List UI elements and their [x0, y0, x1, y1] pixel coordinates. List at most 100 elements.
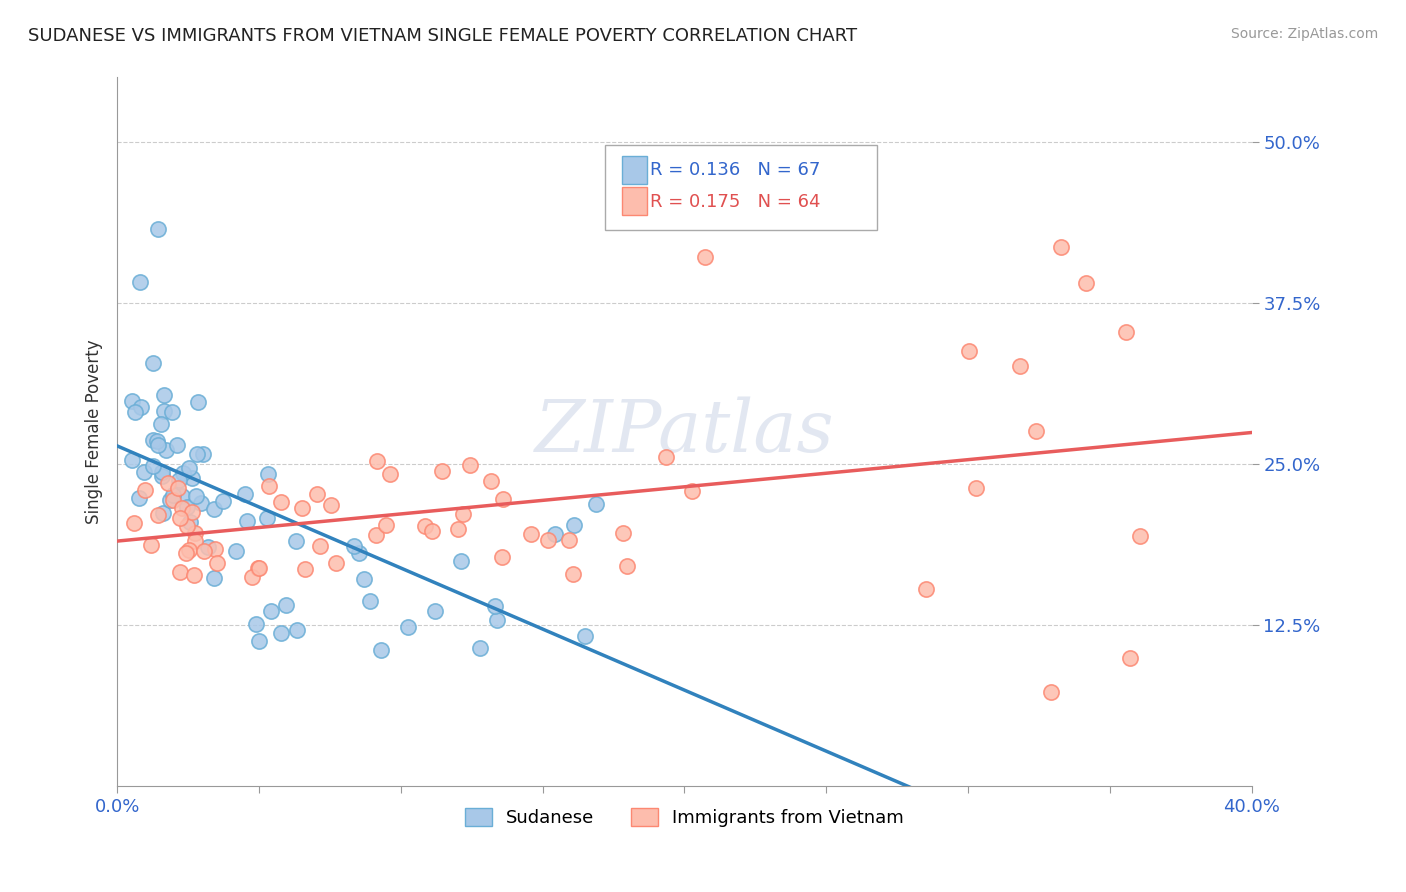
Point — [149, 417, 172, 432]
Point — [305, 486, 328, 500]
Point — [914, 582, 936, 596]
Point — [519, 527, 541, 541]
Point — [202, 502, 225, 516]
Point — [176, 518, 198, 533]
Point — [247, 560, 270, 574]
Point — [162, 488, 184, 502]
Point — [564, 517, 586, 532]
Point — [458, 458, 481, 473]
Point — [558, 533, 581, 548]
Point — [245, 616, 267, 631]
Point — [225, 543, 247, 558]
Point — [153, 403, 176, 417]
Point — [150, 465, 173, 479]
Point — [180, 505, 202, 519]
Point — [612, 525, 634, 540]
Point — [616, 559, 638, 574]
Point — [240, 569, 263, 583]
Y-axis label: Single Female Poverty: Single Female Poverty — [86, 340, 103, 524]
Point — [122, 516, 145, 530]
Point — [343, 539, 366, 553]
Point — [157, 475, 180, 490]
Point — [285, 534, 308, 549]
Point — [375, 518, 398, 533]
Point — [274, 599, 297, 613]
Point — [235, 514, 257, 528]
Point — [396, 620, 419, 634]
Point — [179, 460, 201, 475]
Point — [681, 483, 703, 498]
Point — [491, 550, 513, 565]
Point — [132, 465, 155, 479]
Text: R = 0.175   N = 64: R = 0.175 N = 64 — [651, 193, 821, 211]
Point — [172, 489, 194, 503]
Point — [142, 355, 165, 369]
Point — [167, 481, 190, 495]
Point — [207, 556, 229, 570]
Point — [183, 534, 205, 549]
Point — [270, 495, 292, 509]
Point — [1119, 651, 1142, 665]
Point — [166, 437, 188, 451]
Point — [176, 545, 198, 559]
Point — [186, 489, 208, 503]
Point — [169, 565, 191, 579]
Text: R = 0.136   N = 67: R = 0.136 N = 67 — [651, 161, 821, 178]
Point — [695, 251, 717, 265]
Point — [562, 567, 585, 582]
Point — [453, 507, 475, 521]
Point — [176, 500, 198, 514]
Point — [380, 467, 402, 481]
Point — [256, 511, 278, 525]
Point — [359, 594, 381, 608]
Point — [146, 434, 169, 449]
Point — [544, 527, 567, 541]
Text: ZIPatlas: ZIPatlas — [534, 397, 834, 467]
Point — [447, 522, 470, 536]
Point — [259, 479, 281, 493]
Point — [190, 496, 212, 510]
Point — [319, 498, 342, 512]
Point — [479, 474, 502, 488]
FancyBboxPatch shape — [605, 145, 877, 230]
Point — [183, 568, 205, 582]
Point — [1025, 424, 1047, 438]
Point — [152, 387, 174, 401]
Point — [492, 492, 515, 507]
Point — [124, 405, 146, 419]
Point — [172, 466, 194, 480]
Point — [146, 438, 169, 452]
Point — [1074, 276, 1097, 290]
Point — [128, 276, 150, 290]
Point — [965, 481, 987, 495]
Point — [420, 524, 443, 538]
Point — [585, 497, 607, 511]
Text: Source: ZipAtlas.com: Source: ZipAtlas.com — [1230, 27, 1378, 41]
Point — [1050, 239, 1073, 253]
Point — [370, 642, 392, 657]
Point — [353, 572, 375, 586]
Point — [366, 454, 388, 468]
Point — [129, 400, 152, 414]
Point — [957, 343, 980, 358]
Point — [139, 538, 162, 552]
Point — [204, 542, 226, 557]
Point — [159, 493, 181, 508]
Point — [1129, 529, 1152, 543]
Point — [121, 393, 143, 408]
Point — [186, 447, 208, 461]
Point — [413, 518, 436, 533]
Point — [155, 442, 177, 457]
Point — [485, 613, 508, 627]
Point — [325, 556, 347, 570]
Point — [148, 508, 170, 522]
Point — [654, 450, 676, 464]
Point — [167, 473, 190, 487]
Point — [1040, 685, 1063, 699]
Point — [430, 464, 453, 478]
Point — [233, 487, 256, 501]
Point — [169, 510, 191, 524]
Text: SUDANESE VS IMMIGRANTS FROM VIETNAM SINGLE FEMALE POVERTY CORRELATION CHART: SUDANESE VS IMMIGRANTS FROM VIETNAM SING… — [28, 27, 858, 45]
Point — [308, 539, 330, 553]
Point — [470, 640, 492, 655]
